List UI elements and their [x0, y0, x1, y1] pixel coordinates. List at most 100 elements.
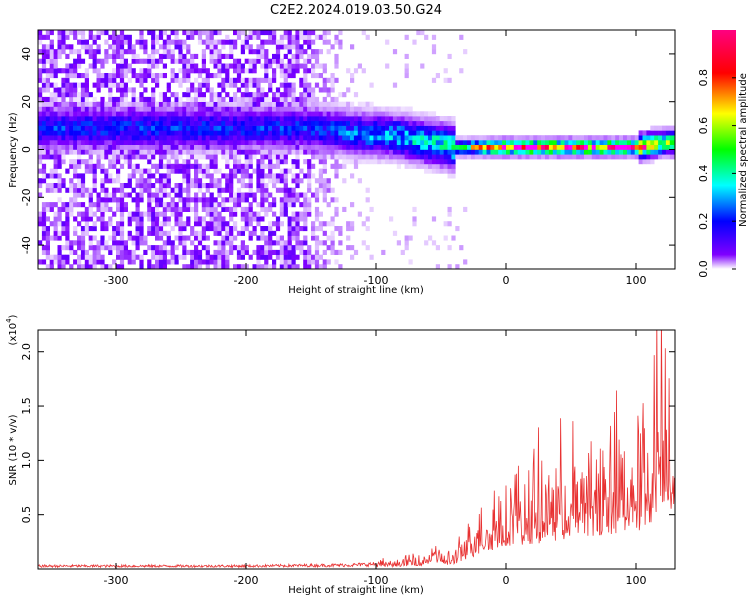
spectrogram-cell — [291, 116, 296, 122]
spectrogram-cell — [314, 249, 320, 255]
spectrogram-cell — [642, 135, 647, 141]
spectrogram-cell — [88, 30, 93, 36]
spectrogram-cell — [322, 249, 327, 255]
spectrogram-cell — [299, 82, 304, 88]
spectrogram-cell — [650, 130, 655, 136]
spectrogram-cell — [342, 149, 347, 155]
spectrogram-cell — [158, 130, 164, 136]
spectrogram-cell — [240, 216, 245, 222]
spectrogram-cell — [80, 96, 86, 102]
spectrogram-cell — [233, 96, 238, 102]
spectrogram-cell — [248, 58, 253, 64]
spectrogram-cell — [151, 173, 156, 179]
spectrogram-cell — [240, 245, 245, 251]
spectrogram-cell — [303, 68, 308, 74]
spectrogram-cell — [135, 101, 140, 107]
spectrogram-cell — [314, 58, 320, 64]
spectrogram-cell — [147, 120, 152, 126]
spectrogram-cell — [205, 87, 210, 93]
spectrogram-cell — [279, 249, 284, 255]
spectrogram-cell — [41, 206, 47, 212]
spectrogram-cell — [84, 116, 89, 122]
spectrogram-cell — [361, 120, 366, 126]
spectrogram-cell — [201, 173, 206, 179]
spectrogram-cell — [314, 226, 320, 232]
spectrogram-cell — [244, 216, 249, 222]
spectrogram-cell — [80, 254, 86, 260]
spectrogram-cell — [283, 240, 288, 246]
spectrogram-cell — [408, 139, 413, 145]
spectrogram-cell — [201, 30, 206, 36]
spectrogram-cell — [213, 240, 218, 246]
spectrogram-cell — [151, 130, 156, 136]
spectrogram-cell — [311, 101, 316, 107]
spectrogram-cell — [268, 245, 273, 251]
spectrogram-cell — [119, 68, 125, 74]
spectrogram-cell — [248, 211, 253, 217]
spectrogram-cell — [330, 221, 335, 227]
spectrogram-cell — [322, 63, 327, 69]
spectrogram-cell — [498, 149, 503, 155]
spectrogram-cell — [38, 30, 43, 36]
spectrogram-cell — [131, 49, 136, 55]
spectrogram-cell — [158, 116, 164, 122]
spectrogram-cell — [603, 135, 608, 141]
spectrogram-cell — [607, 154, 612, 160]
spectrogram-cell — [151, 111, 156, 117]
spectrogram-cell — [151, 135, 156, 141]
spectrogram-cell — [275, 249, 281, 255]
spectrogram-cell — [236, 130, 242, 136]
spectrogram-cell — [65, 92, 70, 98]
spectrogram-cell — [272, 101, 277, 107]
spectrogram-cell — [186, 63, 191, 69]
spectrogram-cell — [170, 49, 175, 55]
spectrogram-cell — [139, 254, 144, 260]
spectrogram-cell — [260, 159, 265, 165]
spectrogram-cell — [311, 226, 316, 232]
spectrogram-cell — [104, 53, 109, 59]
spectrogram-cell — [155, 249, 160, 255]
spectrogram-cell — [361, 221, 366, 227]
spectrogram-cell — [69, 206, 74, 212]
spectrogram-cell — [131, 216, 136, 222]
spectrogram-cell — [49, 63, 54, 69]
spectrogram-cell — [65, 82, 70, 88]
spectrogram-cell — [431, 149, 437, 155]
spectrogram-cell — [84, 96, 89, 102]
spectrogram-cell — [92, 96, 97, 102]
spectrogram-cell — [186, 96, 191, 102]
spectrogram-cell — [299, 30, 304, 36]
spectrogram-cell — [240, 139, 245, 145]
spectrogram-cell — [576, 144, 581, 150]
spectrogram-cell — [264, 235, 269, 241]
spectrogram-cell — [338, 230, 343, 236]
spectrogram-cell — [41, 202, 47, 208]
spectrogram-cell — [537, 144, 542, 150]
spectrogram-cell — [65, 30, 70, 36]
spectrogram-cell — [225, 125, 230, 131]
spectrogram-cell — [178, 120, 183, 126]
spectrogram-cell — [116, 49, 121, 55]
spectrogram-cell — [73, 73, 78, 79]
spectrogram-cell — [314, 139, 320, 145]
spectrogram-cell — [221, 249, 226, 255]
spectrogram-cell — [158, 259, 164, 265]
spectrogram-cell — [77, 101, 82, 107]
spectrogram-cell — [236, 30, 242, 36]
spectrogram-cell — [314, 135, 320, 141]
spectrogram-cell — [96, 139, 101, 145]
spectrogram-cell — [213, 30, 218, 36]
spectrogram-cell — [201, 68, 206, 74]
spectrogram-cell — [127, 106, 132, 112]
spectrogram-cell — [256, 259, 261, 265]
spectrogram-cell — [213, 125, 218, 131]
spectrogram-cell — [131, 58, 136, 64]
spectrogram-cell — [291, 249, 296, 255]
spectrogram-cell — [303, 39, 308, 45]
spectrogram-cell — [190, 68, 195, 74]
spectrogram-cell — [264, 144, 269, 150]
spectrogram-cell — [182, 53, 187, 59]
spectrogram-cell — [291, 226, 296, 232]
spectrogram-cell — [166, 202, 171, 208]
spectrogram-cell — [279, 116, 284, 122]
